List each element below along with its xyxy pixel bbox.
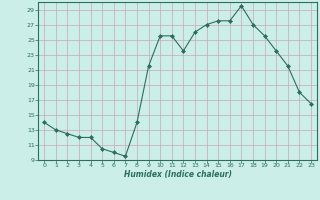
X-axis label: Humidex (Indice chaleur): Humidex (Indice chaleur) — [124, 170, 232, 179]
